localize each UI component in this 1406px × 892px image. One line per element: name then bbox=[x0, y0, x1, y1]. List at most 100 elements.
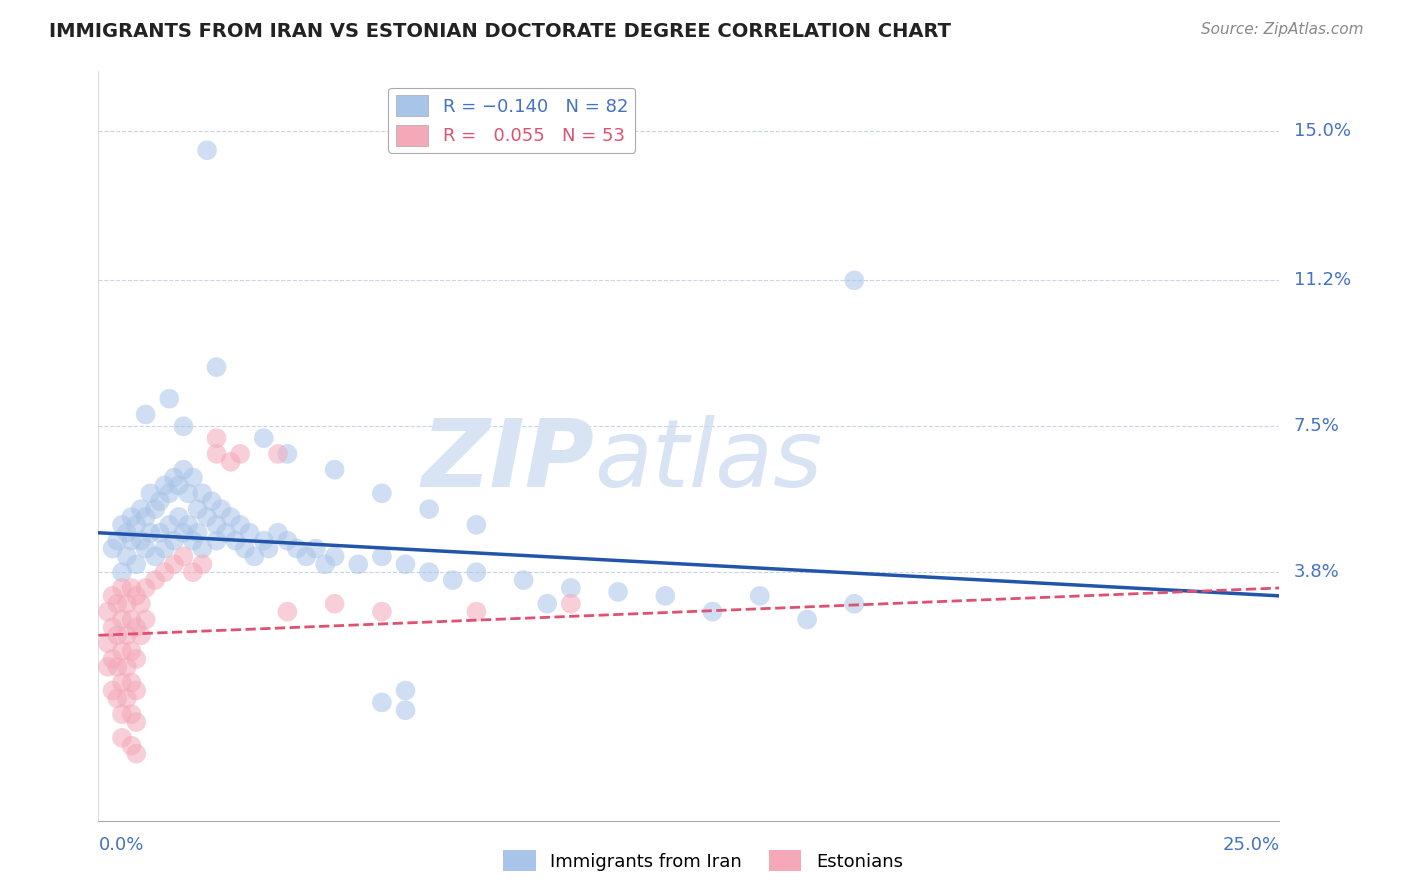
Point bbox=[394, 703, 416, 717]
Point bbox=[111, 517, 134, 532]
Point bbox=[157, 517, 180, 532]
Point bbox=[191, 486, 214, 500]
Point bbox=[181, 470, 204, 484]
Point bbox=[267, 525, 290, 540]
Point bbox=[143, 549, 166, 564]
Point bbox=[105, 533, 128, 548]
Point bbox=[219, 455, 242, 469]
Point bbox=[844, 597, 866, 611]
Point bbox=[172, 419, 194, 434]
Point bbox=[172, 463, 194, 477]
Point bbox=[129, 502, 152, 516]
Point bbox=[163, 558, 186, 572]
Text: 25.0%: 25.0% bbox=[1222, 837, 1279, 855]
Point bbox=[143, 573, 166, 587]
Legend: R = −0.140   N = 82, R =   0.055   N = 53: R = −0.140 N = 82, R = 0.055 N = 53 bbox=[388, 88, 636, 153]
Point bbox=[295, 549, 318, 564]
Point bbox=[115, 597, 138, 611]
Point bbox=[121, 739, 143, 753]
Point bbox=[101, 683, 124, 698]
Text: 3.8%: 3.8% bbox=[1294, 563, 1340, 582]
Point bbox=[143, 502, 166, 516]
Point bbox=[101, 620, 124, 634]
Text: atlas: atlas bbox=[595, 416, 823, 507]
Point bbox=[418, 565, 440, 579]
Point bbox=[111, 707, 134, 722]
Text: IMMIGRANTS FROM IRAN VS ESTONIAN DOCTORATE DEGREE CORRELATION CHART: IMMIGRANTS FROM IRAN VS ESTONIAN DOCTORA… bbox=[49, 22, 952, 41]
Point bbox=[125, 517, 148, 532]
Point bbox=[305, 541, 328, 556]
Point bbox=[125, 747, 148, 761]
Point bbox=[418, 502, 440, 516]
Point bbox=[129, 533, 152, 548]
Point bbox=[323, 597, 346, 611]
Point bbox=[121, 533, 143, 548]
Point bbox=[105, 597, 128, 611]
Point bbox=[243, 549, 266, 564]
Point bbox=[257, 541, 280, 556]
Point bbox=[172, 525, 194, 540]
Point bbox=[347, 558, 370, 572]
Point bbox=[195, 143, 218, 157]
Point bbox=[177, 486, 200, 500]
Point bbox=[465, 565, 488, 579]
Point bbox=[205, 431, 228, 445]
Point bbox=[111, 675, 134, 690]
Point bbox=[121, 675, 143, 690]
Point bbox=[97, 605, 120, 619]
Text: 7.5%: 7.5% bbox=[1294, 417, 1340, 435]
Point bbox=[172, 549, 194, 564]
Point bbox=[121, 510, 143, 524]
Point bbox=[101, 652, 124, 666]
Point bbox=[844, 273, 866, 287]
Point bbox=[125, 714, 148, 729]
Point bbox=[111, 731, 134, 745]
Point bbox=[139, 486, 162, 500]
Point bbox=[465, 605, 488, 619]
Point bbox=[157, 486, 180, 500]
Text: Source: ZipAtlas.com: Source: ZipAtlas.com bbox=[1201, 22, 1364, 37]
Point bbox=[276, 533, 298, 548]
Point bbox=[121, 644, 143, 658]
Point bbox=[205, 533, 228, 548]
Point bbox=[101, 541, 124, 556]
Point bbox=[181, 533, 204, 548]
Point bbox=[115, 660, 138, 674]
Point bbox=[187, 525, 209, 540]
Point bbox=[111, 581, 134, 595]
Point bbox=[394, 683, 416, 698]
Point bbox=[181, 565, 204, 579]
Point bbox=[149, 525, 172, 540]
Legend: Immigrants from Iran, Estonians: Immigrants from Iran, Estonians bbox=[496, 843, 910, 879]
Point bbox=[115, 549, 138, 564]
Point bbox=[371, 605, 394, 619]
Point bbox=[121, 613, 143, 627]
Point bbox=[323, 463, 346, 477]
Point bbox=[796, 613, 818, 627]
Point bbox=[167, 478, 190, 492]
Point bbox=[195, 510, 218, 524]
Point bbox=[560, 597, 582, 611]
Point bbox=[163, 470, 186, 484]
Point bbox=[111, 565, 134, 579]
Point bbox=[276, 447, 298, 461]
Point bbox=[125, 652, 148, 666]
Point bbox=[209, 502, 232, 516]
Point bbox=[205, 447, 228, 461]
Point bbox=[115, 525, 138, 540]
Point bbox=[125, 683, 148, 698]
Point bbox=[125, 620, 148, 634]
Point bbox=[139, 525, 162, 540]
Point bbox=[276, 605, 298, 619]
Point bbox=[371, 695, 394, 709]
Point bbox=[371, 549, 394, 564]
Point bbox=[105, 691, 128, 706]
Point bbox=[101, 589, 124, 603]
Point bbox=[441, 573, 464, 587]
Point bbox=[115, 628, 138, 642]
Point bbox=[153, 541, 176, 556]
Point bbox=[177, 517, 200, 532]
Point bbox=[97, 660, 120, 674]
Point bbox=[105, 628, 128, 642]
Text: 11.2%: 11.2% bbox=[1294, 271, 1351, 289]
